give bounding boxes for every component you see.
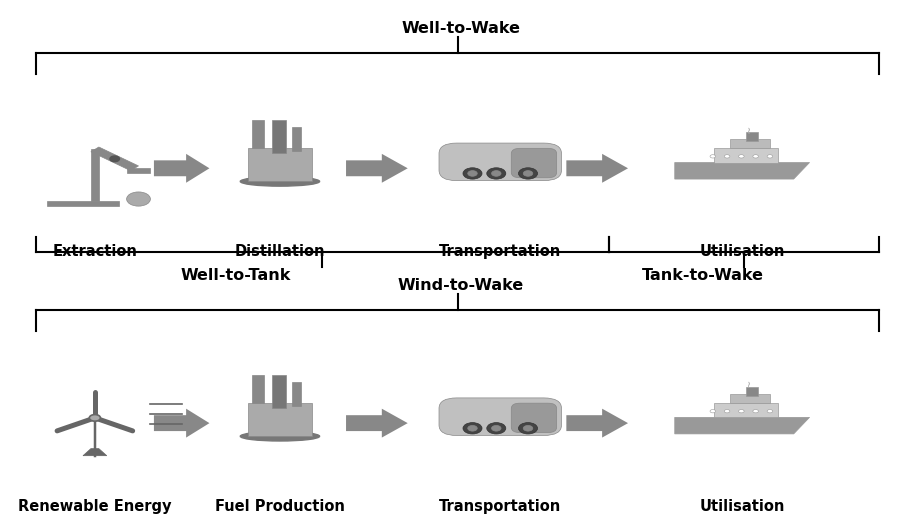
FancyBboxPatch shape: [439, 398, 561, 435]
Text: Transportation: Transportation: [439, 244, 561, 260]
Circle shape: [752, 409, 758, 413]
Circle shape: [462, 423, 481, 434]
FancyBboxPatch shape: [730, 393, 769, 403]
Circle shape: [709, 155, 715, 158]
Polygon shape: [91, 147, 138, 170]
Polygon shape: [126, 168, 150, 173]
Circle shape: [462, 168, 481, 179]
Text: Well-to-Wake: Well-to-Wake: [401, 21, 519, 36]
Polygon shape: [91, 149, 98, 201]
Text: Tank-to-Wake: Tank-to-Wake: [641, 268, 763, 283]
Text: Fuel Production: Fuel Production: [215, 499, 345, 515]
Circle shape: [767, 409, 772, 413]
Polygon shape: [154, 154, 209, 183]
FancyBboxPatch shape: [272, 375, 286, 408]
FancyBboxPatch shape: [713, 403, 777, 417]
Ellipse shape: [240, 432, 320, 441]
Circle shape: [89, 415, 100, 421]
Circle shape: [709, 409, 715, 413]
Circle shape: [723, 155, 729, 158]
Circle shape: [467, 425, 477, 431]
FancyBboxPatch shape: [292, 127, 301, 151]
Text: Extraction: Extraction: [52, 244, 137, 260]
Circle shape: [752, 155, 758, 158]
Polygon shape: [83, 449, 107, 456]
Polygon shape: [674, 417, 809, 434]
FancyBboxPatch shape: [713, 148, 777, 162]
Circle shape: [723, 409, 729, 413]
Text: Transportation: Transportation: [439, 499, 561, 515]
Circle shape: [738, 155, 743, 158]
Circle shape: [491, 425, 500, 431]
FancyBboxPatch shape: [292, 382, 301, 406]
Text: Renewable Energy: Renewable Energy: [18, 499, 172, 515]
Text: Wind-to-Wake: Wind-to-Wake: [397, 278, 523, 293]
Circle shape: [491, 170, 500, 176]
Circle shape: [486, 423, 506, 434]
Polygon shape: [565, 154, 628, 183]
Polygon shape: [346, 154, 407, 183]
Polygon shape: [154, 409, 209, 438]
FancyBboxPatch shape: [252, 375, 264, 403]
Circle shape: [467, 170, 477, 176]
Text: ~: ~: [744, 379, 754, 388]
FancyBboxPatch shape: [272, 120, 286, 153]
Circle shape: [767, 155, 772, 158]
Circle shape: [110, 156, 119, 161]
Text: Distillation: Distillation: [235, 244, 325, 260]
Circle shape: [518, 168, 537, 179]
Polygon shape: [565, 409, 628, 438]
Polygon shape: [346, 409, 407, 438]
Text: Utilisation: Utilisation: [699, 499, 785, 515]
FancyBboxPatch shape: [511, 148, 556, 178]
FancyBboxPatch shape: [252, 120, 264, 148]
FancyBboxPatch shape: [745, 387, 758, 396]
FancyBboxPatch shape: [511, 403, 556, 433]
FancyBboxPatch shape: [745, 132, 758, 141]
Circle shape: [523, 170, 532, 176]
Circle shape: [518, 423, 537, 434]
FancyBboxPatch shape: [248, 148, 312, 182]
Circle shape: [486, 168, 506, 179]
Polygon shape: [674, 162, 809, 179]
Text: ~: ~: [744, 124, 754, 133]
Polygon shape: [47, 201, 118, 206]
Ellipse shape: [240, 177, 320, 186]
FancyBboxPatch shape: [730, 139, 769, 148]
FancyBboxPatch shape: [439, 143, 561, 181]
Text: Utilisation: Utilisation: [699, 244, 785, 260]
FancyBboxPatch shape: [248, 403, 312, 436]
Circle shape: [126, 192, 150, 206]
Text: Well-to-Tank: Well-to-Tank: [181, 268, 291, 283]
Circle shape: [738, 409, 743, 413]
Circle shape: [523, 425, 532, 431]
